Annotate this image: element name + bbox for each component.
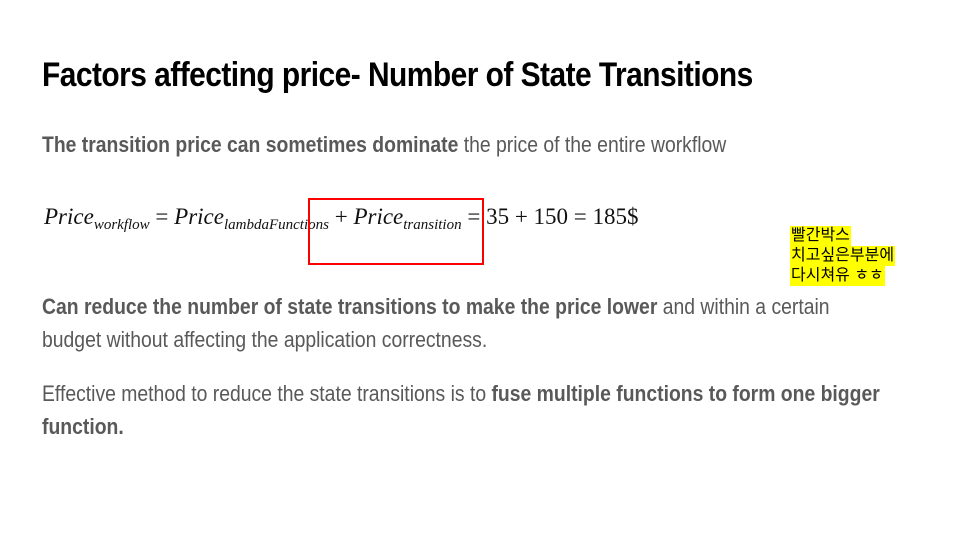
body-text: the price of the entire workflow: [458, 132, 727, 157]
bold-text: Can reduce the number of state transitio…: [42, 294, 658, 319]
annotation-line: 빨간박스: [790, 226, 851, 246]
formula-operator: =: [149, 204, 175, 229]
annotation-line: 다시쳐유 ㅎㅎ: [790, 266, 885, 286]
paragraph-transition-price: The transition price can sometimes domin…: [42, 128, 726, 161]
formula-term: Price: [174, 204, 224, 229]
body-text: and within a certain budget without affe…: [42, 294, 830, 352]
formula-term: Price: [353, 204, 404, 229]
formula-result: = 35 + 150 = 185$: [461, 204, 639, 229]
paragraph-reduce-transitions: Can reduce the number of state transitio…: [42, 290, 887, 356]
body-text: Effective method to reduce the state tra…: [42, 381, 492, 406]
formula-operator: +: [328, 204, 354, 229]
bold-text: fuse multiple functions to form one bigg…: [42, 381, 880, 439]
annotation-line: 치고싶은부분에: [790, 246, 896, 266]
price-formula: Priceworkflow = PricelambdaFunctions + P…: [44, 204, 639, 234]
formula-subscript: workflow: [93, 217, 150, 233]
bold-text: The transition price can sometimes domin…: [42, 132, 459, 157]
annotation-note: 빨간박스 치고싶은부분에 다시쳐유 ㅎㅎ: [790, 226, 896, 286]
formula-subscript: lambdaFunctions: [223, 217, 329, 233]
slide-title: Factors affecting price- Number of State…: [42, 56, 753, 94]
formula-subscript: transition: [403, 217, 462, 233]
paragraph-fuse-functions: Effective method to reduce the state tra…: [42, 377, 887, 443]
red-highlight-box: [308, 198, 484, 265]
formula-term: Price: [44, 204, 94, 229]
